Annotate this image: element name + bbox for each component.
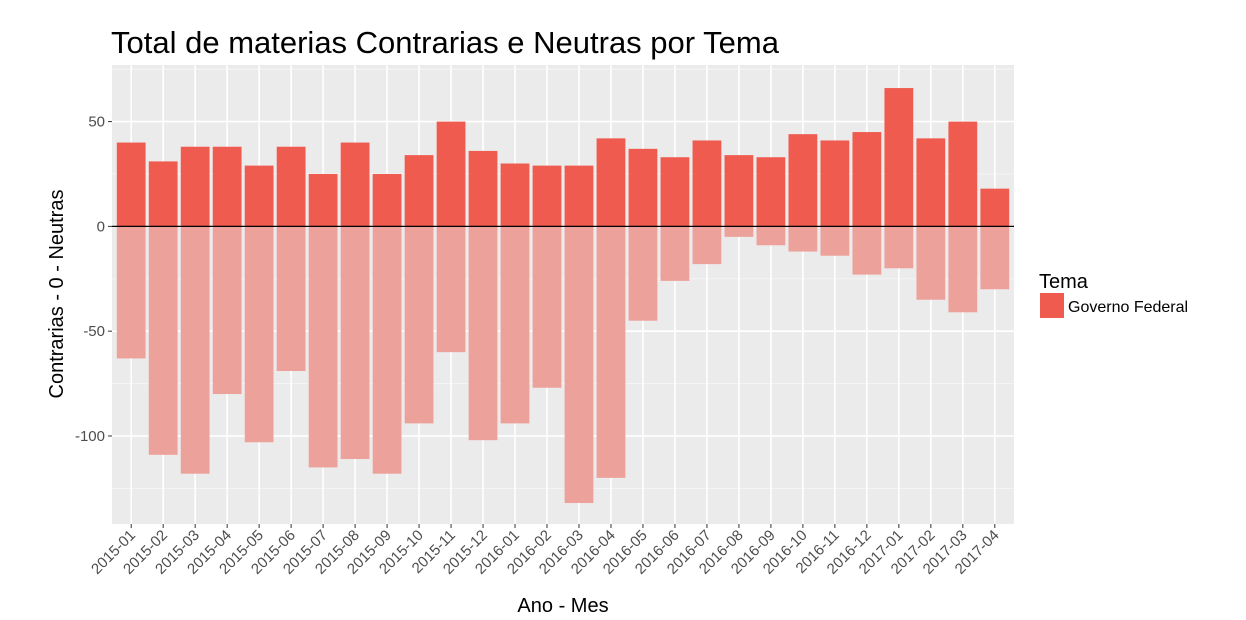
bar-contrarias-2016-05: [628, 226, 658, 321]
bar-neutras-2016-05: [628, 148, 658, 227]
bar-contrarias-2015-07: [308, 226, 338, 468]
bar-neutras-2016-04: [596, 138, 626, 227]
y-tick-label: -50: [83, 323, 105, 340]
bar-contrarias-2016-06: [660, 226, 690, 281]
bar-contrarias-2016-09: [756, 226, 786, 246]
y-axis-title: Contrarias - 0 - Neutras: [46, 190, 68, 399]
bar-neutras-2016-11: [820, 140, 850, 227]
bar-neutras-2016-10: [788, 134, 818, 227]
bars: [116, 88, 1010, 504]
bar-contrarias-2015-12: [468, 226, 498, 441]
bar-neutras-2015-02: [148, 161, 178, 227]
y-tick-label: 0: [97, 218, 105, 235]
bar-contrarias-2015-02: [148, 226, 178, 455]
bar-contrarias-2015-10: [404, 226, 434, 424]
chart-title: Total de materias Contrarias e Neutras p…: [111, 25, 780, 60]
bar-neutras-2015-06: [276, 146, 306, 227]
x-axis-title: Ano - Mes: [517, 595, 608, 617]
bar-neutras-2015-07: [308, 173, 338, 227]
y-tick-label: -100: [75, 428, 105, 445]
x-axis: 2015-012015-022015-032015-042015-052015-…: [88, 524, 1003, 578]
bar-neutras-2017-02: [916, 138, 946, 227]
bar-contrarias-2015-09: [372, 226, 402, 474]
bar-neutras-2017-04: [980, 188, 1010, 227]
bar-contrarias-2015-11: [436, 226, 466, 353]
bar-contrarias-2016-12: [852, 226, 882, 275]
bar-contrarias-2015-06: [276, 226, 306, 371]
bar-neutras-2016-03: [564, 165, 594, 227]
bar-contrarias-2017-03: [948, 226, 978, 313]
bar-contrarias-2016-07: [692, 226, 722, 265]
bar-contrarias-2017-02: [916, 226, 946, 300]
bar-neutras-2015-05: [244, 165, 274, 227]
bar-neutras-2017-01: [884, 88, 914, 227]
bar-neutras-2017-03: [948, 121, 978, 227]
legend-label: Governo Federal: [1068, 299, 1188, 316]
bar-contrarias-2017-01: [884, 226, 914, 269]
bar-neutras-2016-02: [532, 165, 562, 227]
bar-neutras-2016-06: [660, 157, 690, 227]
bar-neutras-2015-10: [404, 155, 434, 227]
y-axis: 50 0 -50 -100: [75, 114, 112, 445]
legend-title: Tema: [1039, 271, 1089, 293]
bar-neutras-2016-01: [500, 163, 530, 227]
legend: Tema Governo Federal: [1039, 271, 1188, 318]
bar-neutras-2015-04: [212, 146, 242, 227]
bar-neutras-2016-09: [756, 157, 786, 227]
bar-neutras-2016-08: [724, 155, 754, 227]
bar-contrarias-2015-05: [244, 226, 274, 443]
bar-neutras-2015-12: [468, 150, 498, 227]
bar-contrarias-2017-04: [980, 226, 1010, 290]
legend-swatch: [1040, 293, 1064, 318]
bar-contrarias-2016-03: [564, 226, 594, 504]
bar-contrarias-2015-01: [116, 226, 146, 359]
bar-neutras-2015-08: [340, 142, 370, 227]
y-tick-label: 50: [88, 114, 105, 131]
bar-contrarias-2015-08: [340, 226, 370, 460]
bar-neutras-2016-12: [852, 132, 882, 227]
bar-contrarias-2016-11: [820, 226, 850, 256]
bar-neutras-2015-09: [372, 173, 402, 227]
bar-neutras-2015-11: [436, 121, 466, 227]
bar-contrarias-2015-03: [180, 226, 210, 474]
bar-contrarias-2016-08: [724, 226, 754, 237]
bar-contrarias-2016-04: [596, 226, 626, 478]
bar-contrarias-2016-02: [532, 226, 562, 388]
bar-contrarias-2016-01: [500, 226, 530, 424]
bar-neutras-2016-07: [692, 140, 722, 227]
bar-contrarias-2016-10: [788, 226, 818, 252]
bar-neutras-2015-03: [180, 146, 210, 227]
bar-contrarias-2015-04: [212, 226, 242, 395]
bar-neutras-2015-01: [116, 142, 146, 227]
